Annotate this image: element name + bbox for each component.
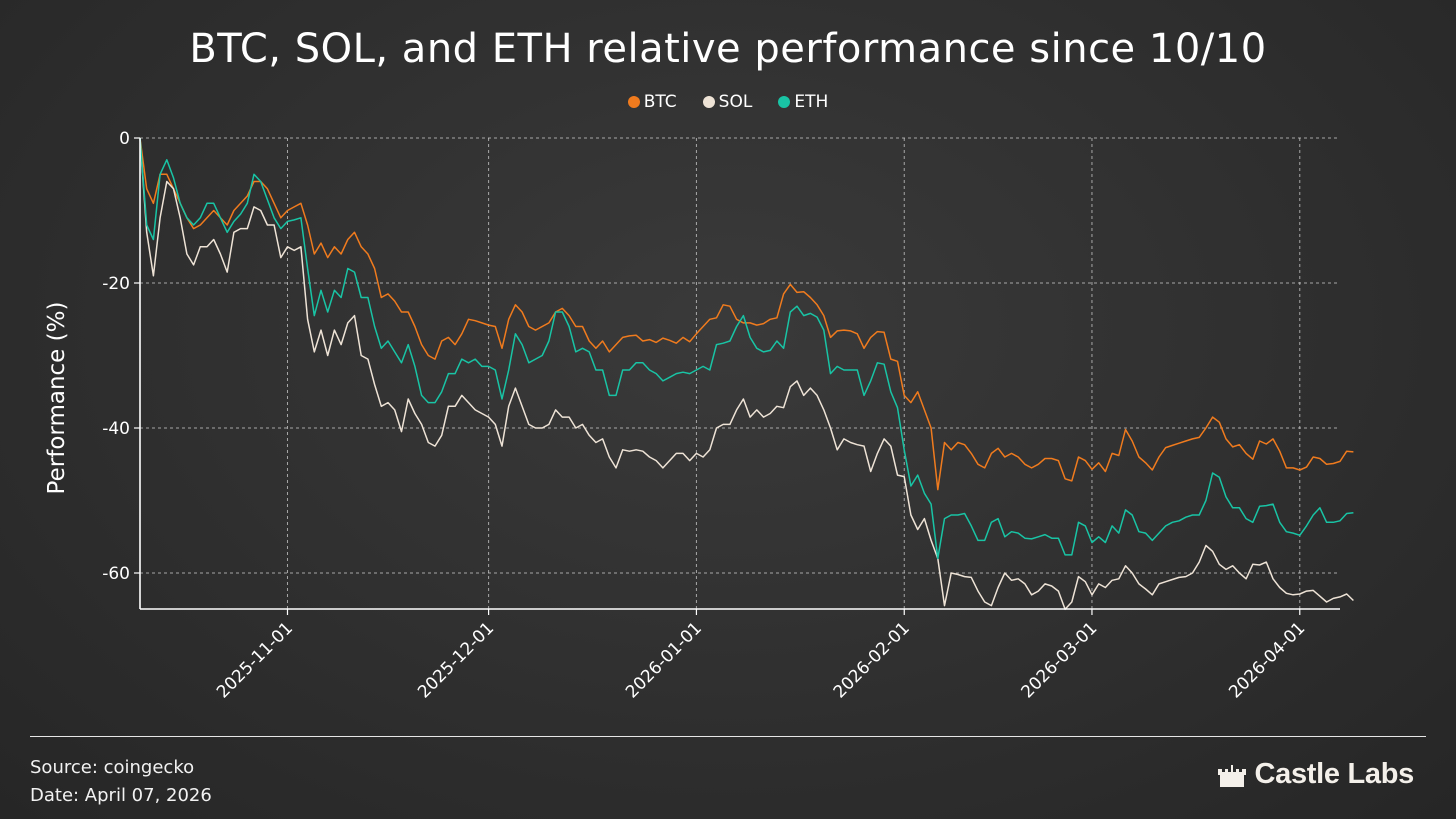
y-tick-label: -60 [102,564,130,584]
brand-name: Castle Labs [1254,758,1415,790]
x-tick-label: 2026-04-01 [1225,618,1309,702]
x-tick-labels: 2025-11-01 2025-12-01 2026-01-01 2026-02-01… [213,618,1309,702]
x-tick-label: 2025-11-01 [213,618,297,702]
y-tick-labels: 0 -20 -40 -60 [102,129,130,584]
legend-item-eth: ETH [778,92,828,112]
series-line-sol [139,137,1354,611]
x-tick-label: 2026-01-01 [622,618,706,702]
x-tick-label: 2026-03-01 [1017,618,1101,702]
legend-label-sol: SOL [718,92,753,112]
chart-legend: BTC SOL ETH [0,92,1456,112]
series-line-btc [139,137,1354,491]
series-lines [139,137,1354,611]
x-tick-label: 2026-02-01 [830,618,914,702]
legend-item-sol: SOL [702,92,753,112]
y-tick-label: -40 [102,419,130,439]
series-line-eth [139,137,1354,560]
footer-divider [30,736,1426,737]
legend-item-btc: BTC [627,92,677,112]
legend-label-btc: BTC [643,92,677,112]
legend-marker-sol [702,96,715,108]
y-axis-label: Performance (%) [44,302,70,495]
grid-lines [134,137,1340,615]
source-note: Source: coingecko [30,757,195,778]
legend-marker-eth [778,96,791,108]
legend-label-eth: ETH [794,92,829,112]
brand-logo: Castle Labs [1217,758,1415,791]
axes [139,138,1340,610]
y-tick-label: -20 [102,274,130,294]
y-tick-label: 0 [119,129,130,149]
chart-title: BTC, SOL, and ETH relative performance s… [189,26,1267,72]
legend-marker-btc [627,96,640,108]
x-tick-label: 2025-12-01 [414,618,498,702]
date-note: Date: April 07, 2026 [30,785,212,806]
castle-icon [1217,764,1246,787]
